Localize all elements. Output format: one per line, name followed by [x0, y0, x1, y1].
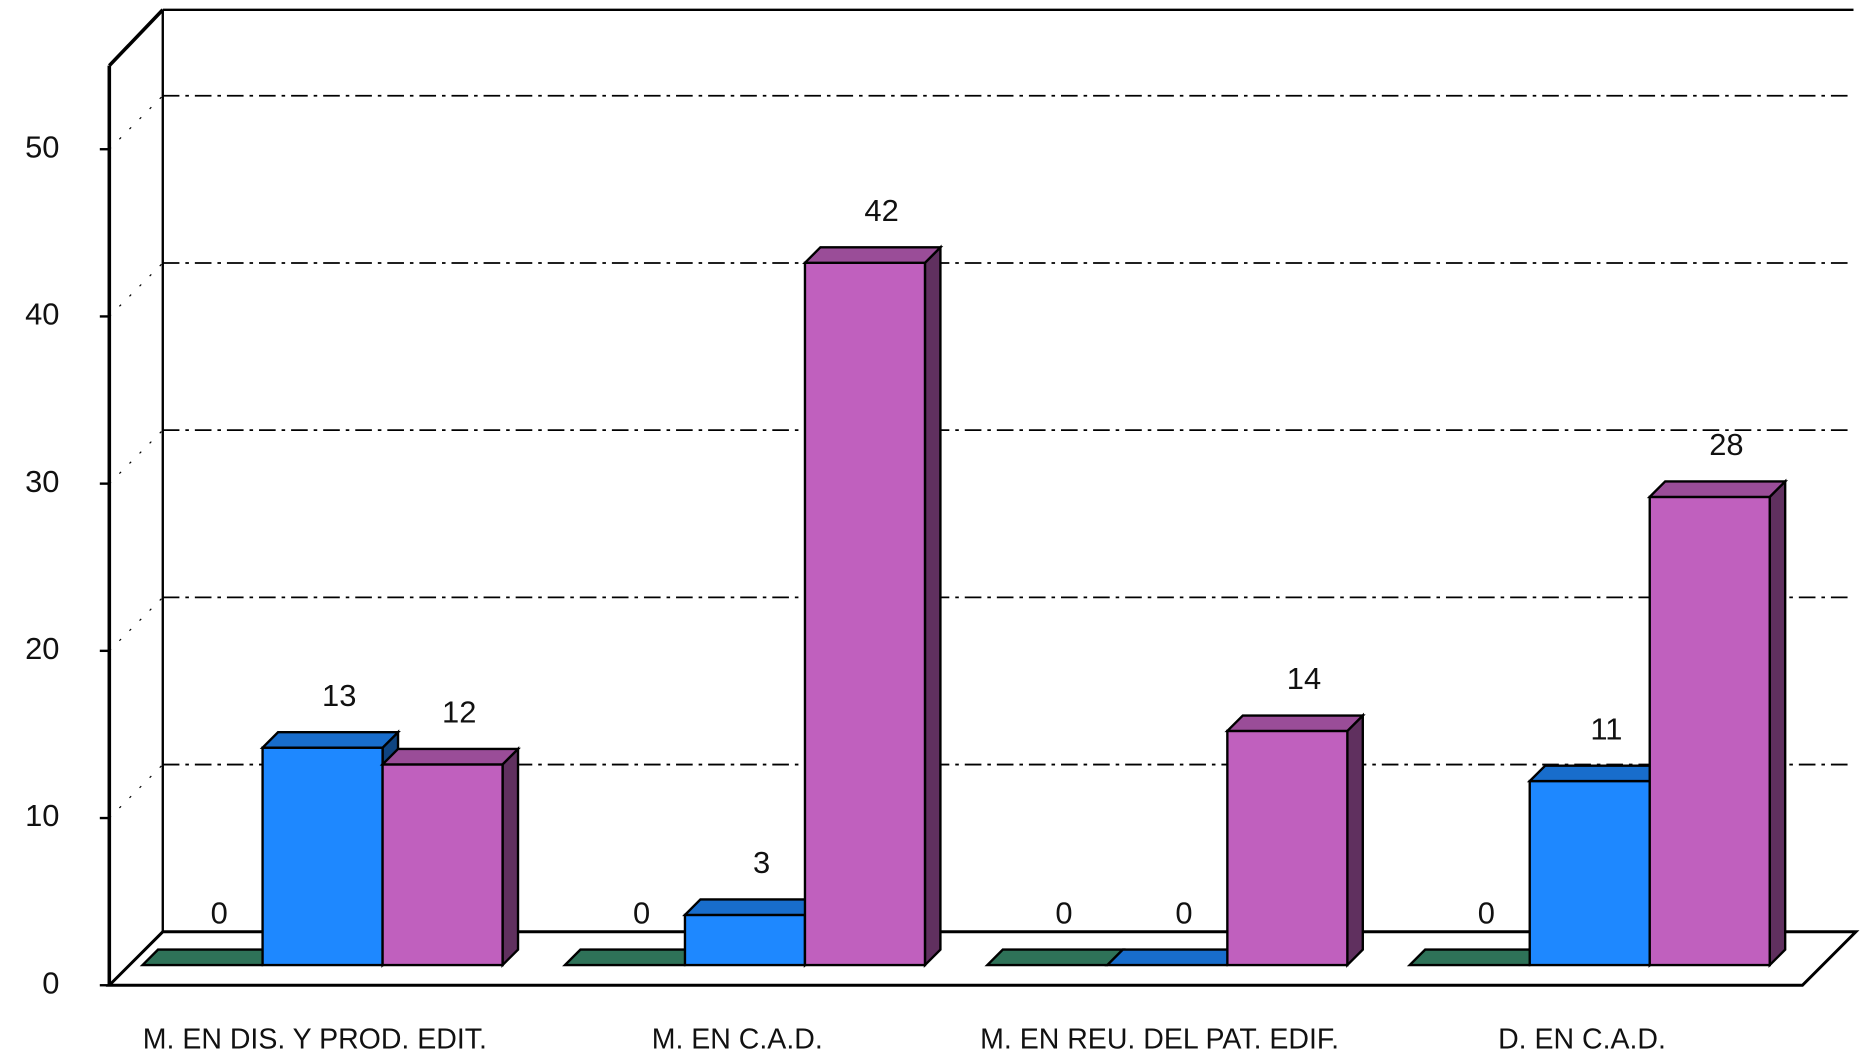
- x-tick-label: D. EN C.A.D.: [1498, 1024, 1666, 1056]
- data-label: 28: [1709, 427, 1743, 462]
- grid-line: [108, 95, 164, 150]
- grid-line: [108, 596, 164, 652]
- bar: [1224, 712, 1366, 968]
- bar-top: [682, 898, 824, 917]
- bar-top: [379, 747, 521, 766]
- bar-top: [562, 948, 704, 967]
- data-label: 0: [1055, 895, 1072, 930]
- data-label: 0: [211, 895, 228, 930]
- x-tick-label: M. EN REU. DEL PAT. EDIF.: [980, 1024, 1339, 1056]
- bar-top: [984, 948, 1126, 967]
- bar-top: [1526, 764, 1669, 783]
- bar: [984, 948, 1126, 967]
- bar-side: [1346, 712, 1364, 968]
- bar: [1406, 948, 1549, 967]
- top-edge: [108, 8, 165, 67]
- data-label: 0: [1478, 895, 1495, 930]
- x-tick-label: M. EN DIS. Y PROD. EDIT.: [143, 1024, 487, 1056]
- data-label: 11: [1590, 711, 1622, 746]
- y-tick-label: 30: [25, 464, 59, 499]
- bar-front: [1226, 729, 1349, 967]
- bar-front: [1528, 779, 1651, 967]
- bar-front: [261, 746, 384, 967]
- bar: [139, 948, 281, 967]
- data-label: 14: [1287, 661, 1321, 696]
- bar: [259, 729, 401, 968]
- grid-line: [108, 429, 164, 485]
- bar-top: [259, 731, 401, 749]
- bar: [1526, 762, 1669, 968]
- data-label: 0: [633, 895, 650, 930]
- y-tick-label: 10: [25, 798, 59, 833]
- bar: [1104, 948, 1246, 967]
- bar-top: [139, 948, 281, 967]
- bar: [1646, 478, 1789, 968]
- bar-side: [923, 244, 942, 968]
- data-label: 13: [322, 678, 356, 713]
- bar-top: [1104, 948, 1246, 967]
- floor: [105, 930, 1860, 987]
- y-tick-label: 0: [42, 965, 59, 1000]
- bar-front: [803, 261, 927, 967]
- bar-top: [1224, 714, 1366, 733]
- grid-line: [108, 764, 164, 819]
- bar: [562, 948, 704, 967]
- y-tick-label: 50: [25, 129, 59, 164]
- bar-top: [1646, 480, 1789, 499]
- bar-front: [1648, 495, 1771, 967]
- data-label: 12: [442, 695, 476, 730]
- bar: [682, 896, 824, 968]
- bar-top: [1406, 948, 1549, 967]
- bar: [802, 244, 944, 968]
- data-label: 3: [753, 845, 770, 880]
- bar: [379, 746, 521, 968]
- bar-front: [381, 763, 504, 967]
- grid-line: [108, 262, 164, 317]
- x-tick-label: M. EN C.A.D.: [652, 1024, 823, 1056]
- y-tick-label: 20: [25, 631, 59, 666]
- bar-side: [501, 746, 520, 968]
- data-label: 0: [1175, 895, 1192, 930]
- bar-side: [1768, 478, 1787, 968]
- data-label: 42: [864, 193, 898, 228]
- bar-front: [683, 913, 807, 967]
- y-tick-label: 40: [25, 297, 59, 332]
- bar-top: [802, 246, 944, 264]
